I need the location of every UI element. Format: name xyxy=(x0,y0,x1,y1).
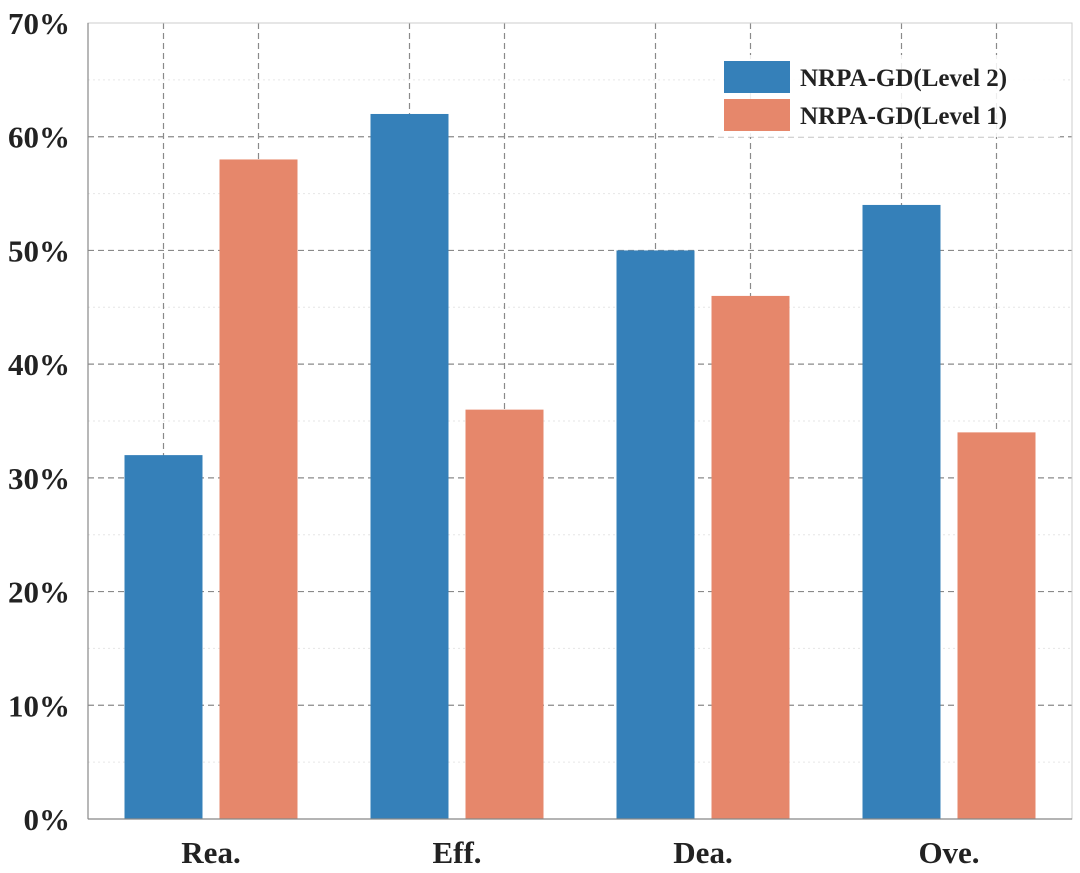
x-tick-label: Dea. xyxy=(673,835,732,870)
bar-level-2 xyxy=(616,250,695,819)
legend-swatch xyxy=(724,61,790,93)
x-tick-label: Ove. xyxy=(918,835,979,870)
x-tick-label: Eff. xyxy=(432,835,481,870)
y-tick-label: 30% xyxy=(8,461,70,496)
bar-level-2 xyxy=(862,204,941,819)
x-axis-ticks: Rea. Eff. Dea. Ove. xyxy=(181,835,979,870)
bar-level-2 xyxy=(370,113,449,819)
y-tick-label: 50% xyxy=(8,233,70,268)
y-tick-label: 0% xyxy=(24,802,71,837)
x-tick-label: Rea. xyxy=(181,835,240,870)
legend-swatch xyxy=(724,99,790,131)
bar-level-1 xyxy=(465,409,544,819)
axes xyxy=(87,22,1073,820)
bar-level-1 xyxy=(219,159,298,819)
bars xyxy=(124,113,1036,819)
y-tick-label: 10% xyxy=(8,688,70,723)
legend-label: NRPA-GD(Level 1) xyxy=(800,103,1007,130)
bar-level-1 xyxy=(957,432,1036,819)
bar-level-2 xyxy=(124,455,203,819)
y-axis-ticks: 0% 10% 20% 30% 40% 50% 60% 70% xyxy=(8,6,70,837)
y-tick-label: 40% xyxy=(8,347,70,382)
y-tick-label: 70% xyxy=(8,6,70,41)
legend: NRPA-GD(Level 2) NRPA-GD(Level 1) xyxy=(718,55,1060,137)
bar-level-1 xyxy=(711,295,790,819)
legend-label: NRPA-GD(Level 2) xyxy=(800,65,1007,92)
y-tick-label: 20% xyxy=(8,575,70,610)
y-tick-label: 60% xyxy=(8,120,70,155)
